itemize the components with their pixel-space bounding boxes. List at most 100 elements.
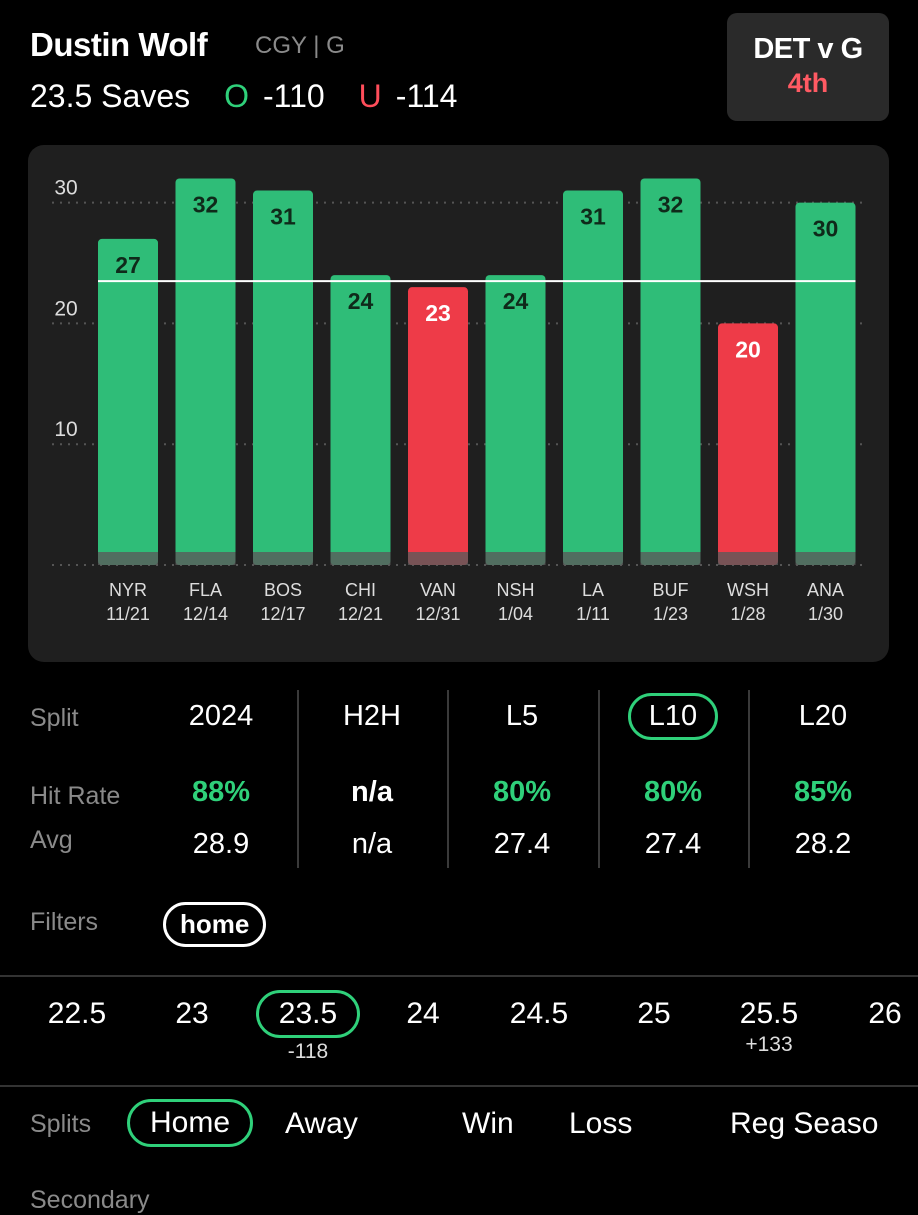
- bar-nyr: [98, 238, 158, 565]
- split-hit-rate: 80%: [492, 776, 552, 808]
- column-divider: [447, 690, 449, 868]
- x-tick-date: 1/11: [576, 604, 610, 624]
- bar-base-strip: [485, 552, 546, 565]
- y-tick-label: 10: [54, 418, 77, 441]
- x-tick-opponent: NYR: [109, 580, 147, 600]
- x-tick-date: 12/21: [338, 604, 383, 624]
- bar-value-label: 32: [193, 191, 219, 217]
- split-head: L20: [798, 700, 848, 732]
- split-head-selected: L10: [598, 693, 748, 740]
- split-chip-win[interactable]: Win: [462, 1107, 514, 1140]
- bar-base-strip: [253, 552, 313, 565]
- split-hit-rate: 88%: [191, 776, 251, 808]
- split-hit-rate: n/a: [351, 776, 393, 808]
- bar-base-strip: [563, 552, 623, 565]
- bar-base-strip: [98, 552, 158, 565]
- bar-value-label: 31: [580, 204, 606, 230]
- hit-rate-row-label: Hit Rate: [30, 782, 121, 810]
- line-option-odds: -118: [287, 1040, 329, 1063]
- x-tick-date: 1/30: [808, 604, 843, 624]
- bar-wsh: [718, 323, 778, 565]
- x-tick-opponent: ANA: [807, 580, 844, 600]
- line-selector: 22.5 23 23.5 -118 24 24.5 25 25.5 +133 2…: [0, 975, 918, 1087]
- split-hit-rate: 85%: [793, 776, 853, 808]
- x-tick-date: 1/23: [653, 604, 688, 624]
- bar-la: [563, 190, 623, 565]
- bar-buf: [640, 178, 701, 565]
- line-option[interactable]: 22.5: [47, 997, 107, 1030]
- player-team-position: CGY | G: [255, 32, 345, 59]
- bar-base-strip: [175, 552, 236, 565]
- bar-value-label: 31: [270, 204, 296, 230]
- x-tick-opponent: CHI: [345, 580, 376, 600]
- splits-label: Splits: [30, 1110, 92, 1138]
- bar-base-strip: [718, 552, 778, 565]
- x-tick-date: 1/28: [730, 604, 765, 624]
- player-name: Dustin Wolf: [30, 26, 208, 63]
- bar-value-label: 30: [813, 216, 839, 242]
- bar-van: [408, 287, 468, 565]
- line-option[interactable]: 25: [637, 997, 671, 1030]
- secondary-label: Secondary: [30, 1186, 150, 1214]
- split-chip-reg-season[interactable]: Reg Seaso: [730, 1107, 879, 1140]
- split-avg: 27.4: [644, 828, 702, 860]
- split-avg: n/a: [351, 828, 393, 860]
- bar-ana: [795, 202, 856, 565]
- line-option[interactable]: 24.5: [509, 997, 569, 1030]
- bar-base-strip: [408, 552, 468, 565]
- split-row-label: Split: [30, 704, 79, 732]
- under-letter: U: [358, 78, 382, 114]
- over-letter: O: [224, 78, 249, 114]
- column-divider: [297, 690, 299, 868]
- bar-value-label: 23: [425, 300, 451, 326]
- x-tick-opponent: FLA: [189, 580, 222, 600]
- under-odds: -114: [395, 78, 458, 114]
- bar-base-strip: [795, 552, 856, 565]
- x-tick-date: 12/14: [183, 604, 228, 624]
- game-period: 4th: [787, 68, 829, 98]
- line-option[interactable]: 25.5 +133: [709, 997, 829, 1057]
- column-divider: [598, 690, 600, 868]
- split-avg: 28.2: [794, 828, 852, 860]
- split-chip-loss[interactable]: Loss: [569, 1107, 633, 1140]
- x-tick-date: 11/21: [106, 604, 150, 624]
- bar-value-label: 27: [115, 252, 141, 278]
- split-chip-away[interactable]: Away: [285, 1107, 358, 1140]
- line-option[interactable]: 23: [175, 997, 209, 1030]
- bar-base-strip: [640, 552, 701, 565]
- bar-bos: [253, 190, 313, 565]
- line-option-selected[interactable]: 23.5 -118: [248, 990, 368, 1064]
- filters-label: Filters: [30, 908, 99, 936]
- split-avg: 28.9: [192, 828, 250, 860]
- prop-line: 23.5 Saves: [30, 78, 191, 114]
- line-option[interactable]: 26: [868, 997, 902, 1030]
- split-head: L5: [505, 700, 539, 732]
- bar-fla: [175, 178, 236, 565]
- split-hit-rate: 80%: [643, 776, 703, 808]
- y-tick-label: 20: [54, 297, 77, 320]
- bar-value-label: 24: [503, 288, 529, 314]
- x-tick-opponent: VAN: [420, 580, 456, 600]
- line-option-odds: +133: [745, 1033, 793, 1056]
- over-odds: -110: [263, 78, 325, 114]
- x-tick-date: 1/04: [498, 604, 533, 624]
- x-tick-opponent: WSH: [727, 580, 769, 600]
- column-divider: [748, 690, 750, 868]
- bar-base-strip: [330, 552, 391, 565]
- split-stats-table: Split Hit Rate Avg 2024 88% 28.9 H2H n/a…: [0, 688, 918, 873]
- prop-line-row: 23.5 Saves O -110 U -114: [30, 78, 457, 115]
- y-tick-label: 30: [54, 177, 77, 200]
- bar-nsh: [485, 275, 546, 565]
- game-log-chart: 10 20 30 27 NYR 11/21 32 FLA 12/14 31 BOS 12/17 24 CH…: [28, 145, 889, 662]
- game-status-card[interactable]: DET v G 4th: [727, 13, 889, 121]
- bar-value-label: 32: [658, 191, 684, 217]
- x-tick-date: 12/17: [260, 604, 305, 624]
- filter-chip-home[interactable]: home: [163, 902, 267, 947]
- split-head: H2H: [342, 700, 401, 732]
- split-chip-home[interactable]: Home: [127, 1099, 254, 1147]
- line-option[interactable]: 24: [406, 997, 440, 1030]
- bar-value-label: 24: [348, 288, 374, 314]
- bar-chart-svg: 10 20 30 27 NYR 11/21 32 FLA 12/14 31 BOS 12/17 24 CH…: [52, 177, 868, 624]
- split-head: 2024: [188, 700, 254, 732]
- avg-row-label: Avg: [30, 826, 73, 854]
